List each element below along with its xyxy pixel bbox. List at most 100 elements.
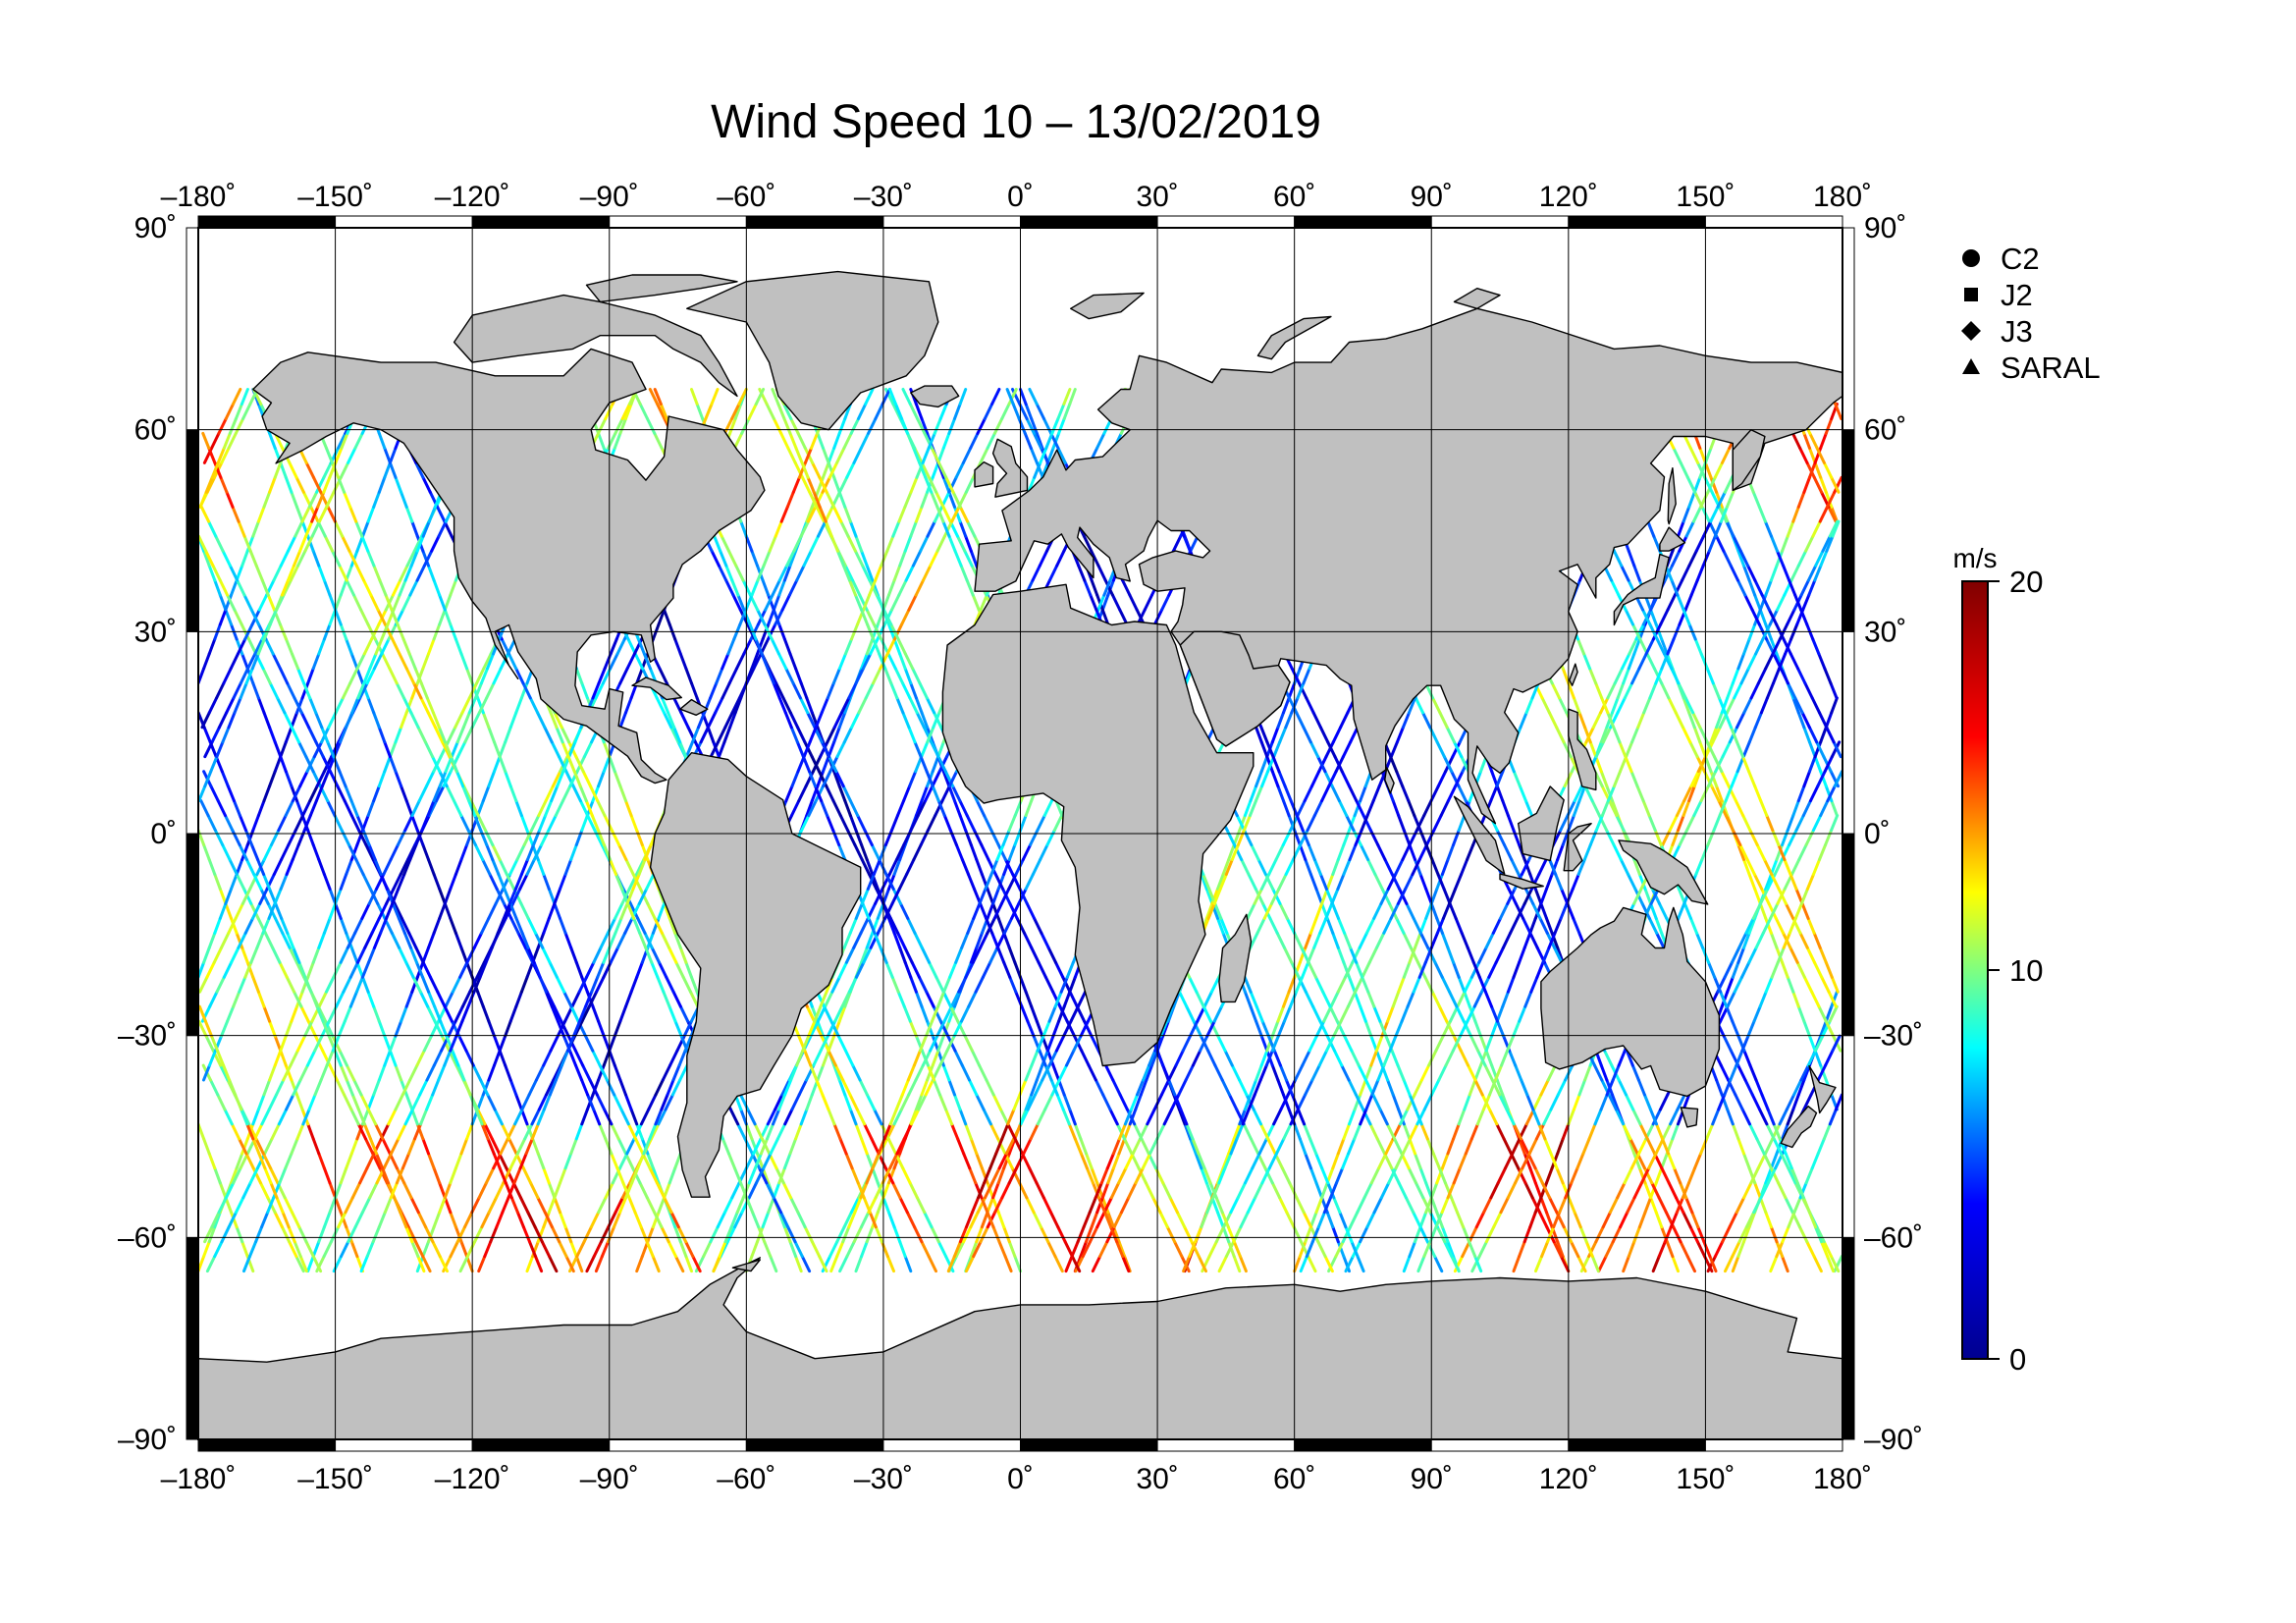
track-segment — [1726, 1108, 1735, 1126]
track-segment — [1722, 549, 1733, 568]
track-segment — [563, 1225, 573, 1244]
track-segment — [986, 901, 995, 920]
track-segment — [224, 593, 233, 612]
track-segment — [824, 990, 834, 1008]
track-segment — [449, 873, 457, 891]
track-segment — [563, 858, 573, 876]
track-segment — [887, 578, 896, 597]
track-segment — [827, 460, 836, 479]
track-segment — [202, 946, 211, 964]
track-segment — [1227, 843, 1236, 861]
track-segment — [260, 1108, 271, 1126]
track-segment — [958, 388, 968, 406]
track-segment — [930, 740, 940, 759]
track-segment — [427, 1225, 436, 1244]
track-segment — [975, 1225, 984, 1244]
track-segment — [472, 931, 483, 949]
track-segment — [958, 799, 969, 818]
track-segment — [1158, 1211, 1169, 1229]
track-segment — [1204, 1181, 1214, 1200]
track-segment — [1039, 1225, 1050, 1244]
track-segment — [574, 1122, 584, 1141]
track-segment — [515, 843, 526, 861]
track-segment — [1386, 1004, 1395, 1023]
track-segment — [1144, 1181, 1155, 1200]
track-segment — [1814, 1034, 1825, 1053]
track-segment — [475, 667, 486, 685]
track-segment — [284, 1063, 294, 1082]
track-segment — [1709, 770, 1719, 788]
track-segment — [275, 1078, 286, 1097]
track-segment — [737, 388, 748, 406]
track-segment — [674, 1255, 685, 1273]
track-segment — [1654, 1211, 1664, 1229]
track-segment — [1473, 1063, 1482, 1082]
track-segment — [1786, 1108, 1795, 1126]
track-segment — [339, 946, 349, 964]
track-segment — [1380, 1019, 1390, 1038]
track-segment — [1010, 1166, 1022, 1185]
track-segment — [1561, 829, 1571, 846]
track-segment — [578, 799, 590, 818]
track-segment — [508, 1078, 518, 1097]
track-segment — [764, 593, 774, 612]
track-segment — [1781, 1255, 1789, 1273]
track-segment — [901, 681, 912, 700]
track-segment — [910, 960, 921, 979]
track-segment — [650, 946, 661, 964]
track-segment — [969, 1240, 979, 1259]
track-segment — [1165, 1225, 1177, 1244]
track-segment — [1429, 1181, 1439, 1200]
track-segment — [794, 1122, 803, 1141]
track-segment — [412, 534, 424, 553]
track-segment — [996, 1211, 1006, 1229]
track-segment — [1463, 1093, 1471, 1111]
track-segment — [577, 975, 588, 994]
track-segment — [941, 505, 952, 523]
track-segment — [927, 475, 938, 494]
track-segment — [423, 740, 435, 759]
track-segment — [761, 1211, 771, 1229]
track-segment — [1808, 446, 1817, 464]
track-segment — [1731, 1255, 1740, 1273]
track-segment — [1242, 1122, 1253, 1141]
track-segment — [383, 1034, 392, 1053]
track-segment — [1594, 755, 1603, 774]
track-segment — [1418, 873, 1428, 891]
track-segment — [1533, 1181, 1543, 1200]
track-segment — [306, 1255, 315, 1273]
track-segment — [1813, 460, 1823, 479]
track-segment — [410, 975, 419, 994]
track-segment — [902, 829, 913, 846]
track-segment — [361, 519, 370, 538]
track-segment — [1298, 1240, 1308, 1259]
track-segment — [1433, 1255, 1444, 1273]
track-segment — [962, 1225, 973, 1244]
track-segment — [1824, 417, 1834, 435]
track-segment — [361, 873, 372, 891]
track-segment — [892, 564, 902, 582]
track-segment — [290, 490, 298, 509]
track-segment — [822, 1049, 830, 1067]
track-segment — [1764, 578, 1773, 597]
track-segment — [372, 711, 381, 730]
track-segment — [1282, 990, 1291, 1008]
track-segment — [1019, 814, 1028, 833]
track-segment — [508, 784, 518, 803]
track-segment — [914, 1093, 924, 1111]
track-segment — [1019, 388, 1028, 406]
track-segment — [230, 578, 239, 597]
track-segment — [1627, 1137, 1636, 1156]
track-segment — [892, 1108, 903, 1126]
track-segment — [476, 1108, 487, 1126]
track-segment — [411, 975, 422, 994]
track-segment — [1713, 1240, 1725, 1259]
track-segment — [339, 873, 348, 891]
track-segment — [1002, 858, 1011, 876]
track-segment — [816, 1063, 825, 1082]
track-segment — [202, 1137, 211, 1156]
track-segment — [1348, 975, 1357, 994]
track-segment — [920, 784, 930, 803]
track-segment — [615, 637, 626, 656]
track-segment — [827, 1034, 836, 1053]
